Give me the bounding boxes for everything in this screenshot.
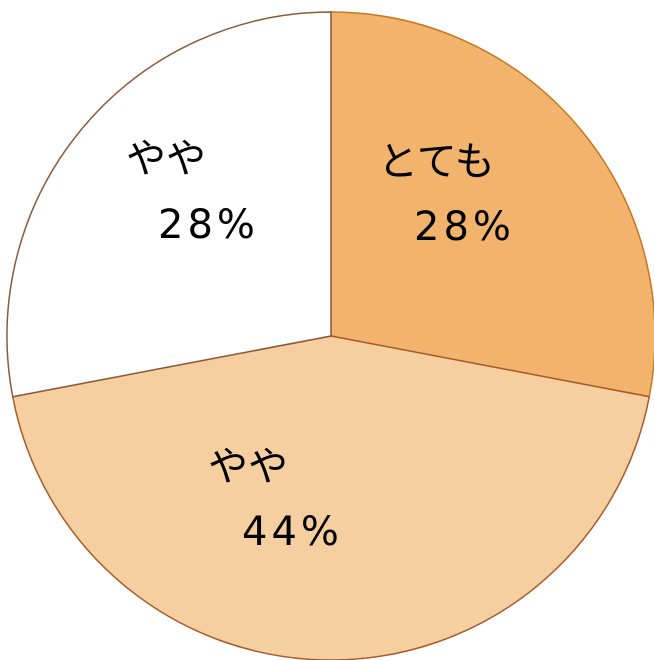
slice-label-totemo: とても	[378, 139, 495, 185]
pie-labels: とても 28% やや 44% やや 28%	[126, 136, 515, 555]
pie-slice-0	[330, 11, 654, 398]
pie-slice-1	[11, 335, 651, 660]
slice-label-yaya-bottom: やや	[208, 444, 288, 490]
slice-value-yaya-bottom: 44%	[242, 509, 343, 555]
pie-slice-2	[6, 11, 332, 398]
slice-value-yaya-left: 28%	[158, 202, 259, 248]
slice-label-yaya-left: やや	[126, 136, 206, 182]
pie-slices	[6, 11, 654, 660]
slice-value-totemo: 28%	[414, 204, 515, 250]
